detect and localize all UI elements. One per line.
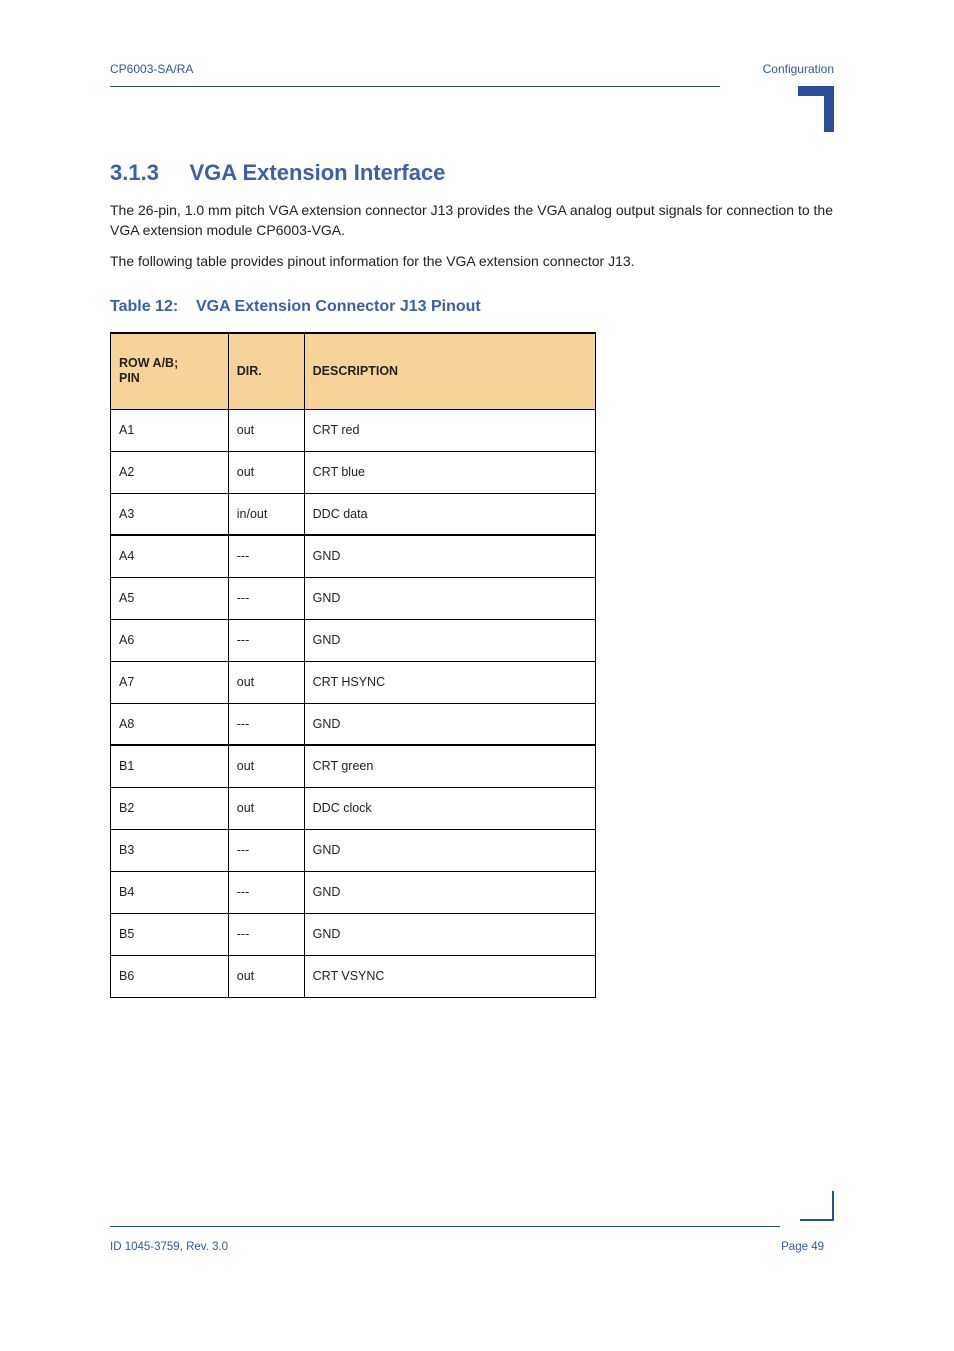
table-row: A5---GND [111, 577, 596, 619]
cell-desc: DDC data [304, 493, 595, 535]
col-header-pin: ROW A/B; PIN [111, 333, 229, 409]
section-title-text: VGA Extension Interface [190, 160, 446, 185]
cell-desc: CRT blue [304, 451, 595, 493]
cell-dir: --- [228, 535, 304, 577]
cell-desc: GND [304, 871, 595, 913]
cell-desc: CRT HSYNC [304, 661, 595, 703]
table-row: A8---GND [111, 703, 596, 745]
cell-pin: B4 [111, 871, 229, 913]
section-heading: 3.1.3 VGA Extension Interface [110, 160, 445, 186]
table-row: A2outCRT blue [111, 451, 596, 493]
section-number: 3.1.3 [110, 160, 159, 185]
footer-rule [110, 1226, 780, 1227]
table-caption: Table 12: VGA Extension Connector J13 Pi… [110, 298, 481, 316]
cell-dir: --- [228, 871, 304, 913]
page-header: CP6003-SA/RA Configuration [110, 62, 834, 76]
table-row: A6---GND [111, 619, 596, 661]
cell-dir: out [228, 787, 304, 829]
cell-dir: in/out [228, 493, 304, 535]
pinout-table: ROW A/B; PIN DIR. DESCRIPTION A1outCRT r… [110, 332, 596, 998]
cell-dir: out [228, 409, 304, 451]
cell-desc: GND [304, 619, 595, 661]
cell-dir: --- [228, 913, 304, 955]
table-row: A7outCRT HSYNC [111, 661, 596, 703]
cell-pin: A6 [111, 619, 229, 661]
cell-pin: A2 [111, 451, 229, 493]
cell-dir: out [228, 745, 304, 787]
table-row: A1outCRT red [111, 409, 596, 451]
cell-dir: out [228, 451, 304, 493]
header-rule [110, 86, 720, 87]
corner-mark-icon [798, 86, 834, 132]
table-caption-prefix: Table 12: [110, 298, 178, 315]
cell-desc: DDC clock [304, 787, 595, 829]
table-body: A1outCRT redA2outCRT blueA3in/outDDC dat… [111, 409, 596, 997]
footer-corner-icon [800, 1191, 834, 1221]
table-row: A4---GND [111, 535, 596, 577]
cell-desc: GND [304, 703, 595, 745]
cell-dir: --- [228, 703, 304, 745]
cell-dir: out [228, 661, 304, 703]
col-header-dir: DIR. [228, 333, 304, 409]
table-caption-text: VGA Extension Connector J13 Pinout [196, 298, 481, 315]
cell-pin: B6 [111, 955, 229, 997]
footer-left: ID 1045-3759, Rev. 3.0 [110, 1241, 228, 1253]
table-row: B6outCRT VSYNC [111, 955, 596, 997]
page: CP6003-SA/RA Configuration 3.1.3 VGA Ext… [0, 0, 954, 1351]
page-footer: ID 1045-3759, Rev. 3.0 [110, 1241, 834, 1253]
cell-desc: GND [304, 535, 595, 577]
table-row: B1outCRT green [111, 745, 596, 787]
table-row: B5---GND [111, 913, 596, 955]
col-header-desc: DESCRIPTION [304, 333, 595, 409]
cell-pin: A8 [111, 703, 229, 745]
cell-pin: A5 [111, 577, 229, 619]
cell-desc: GND [304, 913, 595, 955]
section-body: The 26-pin, 1.0 mm pitch VGA extension c… [110, 200, 834, 281]
cell-desc: CRT green [304, 745, 595, 787]
table-row: A3in/outDDC data [111, 493, 596, 535]
page-number: Page 49 [781, 1241, 824, 1253]
paragraph: The 26-pin, 1.0 mm pitch VGA extension c… [110, 200, 834, 241]
cell-pin: A4 [111, 535, 229, 577]
cell-pin: B1 [111, 745, 229, 787]
cell-desc: CRT VSYNC [304, 955, 595, 997]
cell-dir: --- [228, 619, 304, 661]
cell-dir: --- [228, 829, 304, 871]
paragraph: The following table provides pinout info… [110, 251, 834, 271]
cell-pin: A3 [111, 493, 229, 535]
cell-desc: CRT red [304, 409, 595, 451]
table-row: B3---GND [111, 829, 596, 871]
cell-pin: B3 [111, 829, 229, 871]
cell-pin: B2 [111, 787, 229, 829]
table-row: B4---GND [111, 871, 596, 913]
cell-desc: GND [304, 829, 595, 871]
cell-pin: A7 [111, 661, 229, 703]
table-head: ROW A/B; PIN DIR. DESCRIPTION [111, 333, 596, 409]
header-left: CP6003-SA/RA [110, 62, 193, 76]
table-row: B2outDDC clock [111, 787, 596, 829]
cell-pin: A1 [111, 409, 229, 451]
header-right: Configuration [654, 62, 834, 76]
cell-pin: B5 [111, 913, 229, 955]
cell-desc: GND [304, 577, 595, 619]
cell-dir: --- [228, 577, 304, 619]
cell-dir: out [228, 955, 304, 997]
